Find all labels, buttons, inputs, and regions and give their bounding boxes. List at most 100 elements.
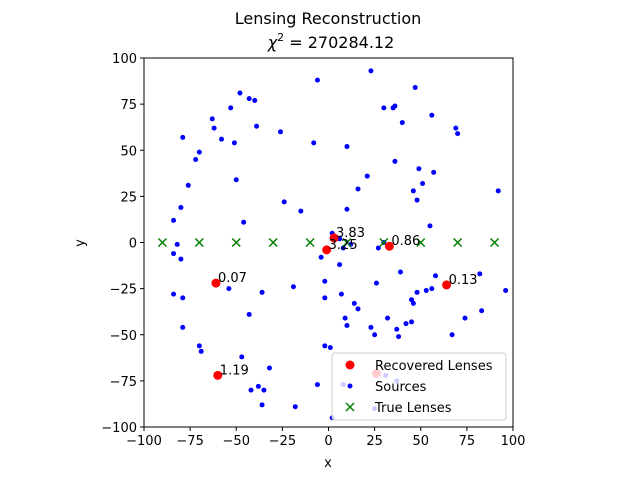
true-lens-marker [305, 237, 315, 248]
y-tick-label: 75 [120, 98, 137, 113]
source-point [355, 186, 361, 192]
x-tick-label: 50 [412, 434, 429, 449]
source-point [171, 217, 177, 223]
source-point [209, 116, 215, 122]
source-point [228, 105, 234, 111]
true-lens-marker [342, 237, 352, 248]
source-point [410, 188, 416, 194]
source-point [254, 123, 260, 129]
recovered-lens-label: 0.86 [391, 234, 420, 249]
source-point [281, 199, 287, 205]
source-point [344, 323, 350, 329]
source-point [211, 125, 217, 131]
source-point [429, 286, 435, 292]
legend-sources-marker [347, 383, 353, 389]
y-axis-label: y [73, 239, 88, 247]
source-point [246, 96, 252, 102]
true-lens-marker [268, 237, 278, 248]
x-tick-label: 0 [324, 434, 332, 449]
source-point [218, 136, 224, 142]
legend-sources-label: Sources [375, 380, 427, 395]
true-lens-marker [453, 237, 463, 248]
legend-recovered-label: Recovered Lenses [375, 359, 493, 374]
chi-superscript: 2 [277, 31, 284, 44]
recovered-lens-point [322, 245, 332, 255]
y-tick-label: −100 [101, 421, 137, 436]
source-point [396, 334, 402, 340]
x-tick-label: −25 [269, 434, 296, 449]
x-tick-label: 75 [459, 434, 476, 449]
source-point [342, 315, 348, 321]
true-lens-marker [231, 237, 241, 248]
source-point [414, 289, 420, 295]
y-tick-label: 100 [112, 52, 137, 67]
source-point [449, 332, 455, 338]
source-point [403, 321, 409, 327]
source-point [241, 219, 247, 225]
recovered-lens-point [442, 280, 452, 290]
source-point [397, 269, 403, 275]
source-point [278, 129, 284, 135]
y-tick-label: 50 [120, 144, 137, 159]
source-point [318, 254, 324, 260]
source-point [248, 387, 254, 393]
chart-subtitle-chi2: χ2 = 270284.12 [267, 31, 395, 52]
source-point [290, 284, 296, 290]
source-point [311, 140, 317, 146]
source-point [355, 306, 361, 312]
source-point [178, 256, 184, 262]
source-point [368, 68, 374, 74]
source-point [453, 125, 459, 131]
source-point [337, 262, 343, 268]
source-point [259, 402, 265, 408]
source-point [174, 241, 180, 247]
source-point [266, 365, 272, 371]
y-tick-label: −50 [110, 329, 137, 344]
source-point [414, 197, 420, 203]
legend-true-marker [345, 402, 355, 412]
source-point [198, 348, 204, 354]
source-point [373, 280, 379, 286]
source-point [462, 315, 468, 321]
source-point [261, 387, 267, 393]
source-point [503, 287, 509, 293]
y-tick-label: 25 [120, 190, 137, 205]
chi-symbol: χ [267, 33, 278, 52]
recovered-lens-label: 3.25 [329, 238, 358, 253]
source-point [259, 289, 265, 295]
source-point [416, 166, 422, 172]
source-point [375, 245, 381, 251]
source-point [233, 177, 239, 183]
recovered-lens-point [213, 370, 223, 380]
source-point [196, 343, 202, 349]
recovered-lens-label: 0.13 [449, 273, 478, 288]
legend-true-label: True Lenses [374, 401, 452, 416]
source-point [239, 354, 245, 360]
true-lens-marker [490, 237, 500, 248]
x-tick-label: 100 [501, 434, 526, 449]
x-tick-label: −75 [176, 434, 203, 449]
legend-recovered-marker [345, 360, 355, 370]
source-point [298, 208, 304, 214]
recovered-lens-label: 3.83 [336, 226, 365, 241]
source-point [372, 332, 378, 338]
source-point [314, 382, 320, 388]
source-point [420, 180, 426, 186]
source-point [477, 271, 483, 277]
chi2-value: = 270284.12 [284, 33, 394, 52]
true-lens-marker [194, 237, 204, 248]
true-lens-marker [157, 237, 167, 248]
source-point [433, 273, 439, 279]
source-point [322, 343, 328, 349]
source-point [322, 295, 328, 301]
recovered-lens-label: 0.07 [218, 271, 247, 286]
source-point [231, 140, 237, 146]
recovered-lens-point [384, 241, 394, 251]
y-tick-label: −75 [110, 375, 137, 390]
source-point [479, 308, 485, 314]
source-point [252, 97, 258, 103]
source-point [246, 311, 252, 317]
source-point [344, 144, 350, 150]
